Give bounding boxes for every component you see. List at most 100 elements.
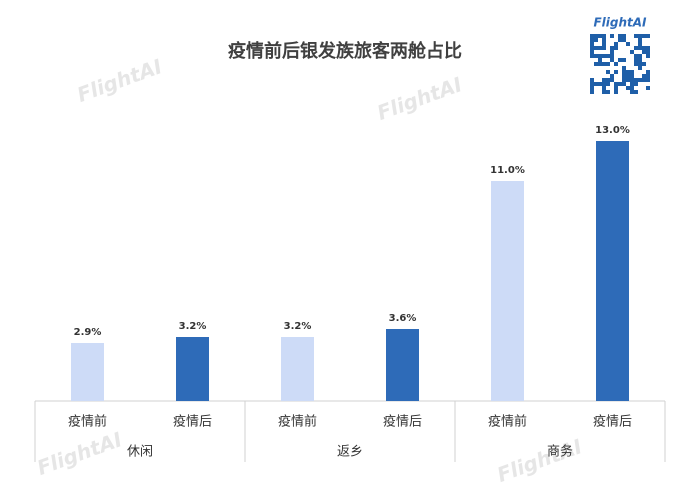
qr-cell	[590, 42, 594, 46]
qr-cell	[626, 74, 630, 78]
qr-cell	[598, 62, 602, 66]
qr-cell	[626, 86, 630, 90]
qr-cell	[642, 62, 646, 66]
x-tick-label: 疫情后	[383, 414, 422, 430]
qr-cell	[638, 78, 642, 82]
qr-cell	[626, 42, 630, 46]
qr-cell	[630, 70, 634, 74]
qr-cell	[634, 62, 638, 66]
qr-cell	[634, 54, 638, 58]
qr-cell	[590, 54, 594, 58]
qr-cell	[602, 62, 606, 66]
qr-cell	[630, 90, 634, 94]
value-label: 13.0%	[595, 125, 630, 136]
qr-cell	[646, 86, 650, 90]
bar	[71, 343, 104, 401]
qr-cell	[630, 74, 634, 78]
qr-cell	[642, 78, 646, 82]
qr-cell	[622, 34, 626, 38]
qr-cell	[622, 38, 626, 42]
qr-cell	[614, 46, 618, 50]
qr-cell	[634, 78, 638, 82]
qr-cell	[602, 54, 606, 58]
qr-cell	[594, 62, 598, 66]
qr-cell	[614, 82, 618, 86]
qr-cell	[606, 90, 610, 94]
qr-cell	[642, 50, 646, 54]
qr-code	[590, 34, 650, 94]
qr-cell	[610, 78, 614, 82]
qr-cell	[618, 58, 622, 62]
qr-cell	[590, 50, 594, 54]
qr-cell	[594, 82, 598, 86]
qr-cell	[606, 70, 610, 74]
qr-cell	[646, 74, 650, 78]
qr-cell	[590, 46, 594, 50]
qr-cell	[610, 54, 614, 58]
qr-cell	[602, 90, 606, 94]
qr-cell	[590, 34, 594, 38]
group-label: 返乡	[337, 445, 363, 460]
value-label: 3.2%	[179, 321, 207, 332]
qr-cell	[634, 34, 638, 38]
qr-cell	[622, 66, 626, 70]
qr-cell	[606, 78, 610, 82]
x-tick-label: 疫情前	[278, 414, 317, 430]
qr-cell	[598, 58, 602, 62]
qr-cell	[610, 50, 614, 54]
qr-cell	[598, 46, 602, 50]
qr-cell	[630, 50, 634, 54]
qr-cell	[642, 74, 646, 78]
chart-title: 疫情前后银发族旅客两舱占比	[228, 40, 462, 62]
x-tick-label: 疫情前	[488, 414, 527, 430]
qr-cell	[638, 58, 642, 62]
qr-cell	[594, 54, 598, 58]
logo: FlightAI	[593, 16, 647, 30]
bar	[176, 337, 209, 401]
qr-cell	[598, 54, 602, 58]
qr-cell	[646, 34, 650, 38]
qr-cell	[590, 86, 594, 90]
qr-cell	[638, 38, 642, 42]
value-label: 3.2%	[284, 321, 312, 332]
qr-cell	[618, 34, 622, 38]
qr-cell	[594, 46, 598, 50]
value-label: 2.9%	[74, 327, 102, 338]
qr-cell	[602, 34, 606, 38]
x-tick-label: 疫情后	[593, 414, 632, 430]
qr-cell	[614, 62, 618, 66]
x-tick-label: 疫情后	[173, 414, 212, 430]
qr-cell	[602, 78, 606, 82]
qr-cell	[626, 78, 630, 82]
qr-cell	[610, 58, 614, 62]
qr-cell	[614, 42, 618, 46]
qr-cell	[630, 82, 634, 86]
qr-cell	[646, 46, 650, 50]
qr-cell	[646, 78, 650, 82]
bar	[386, 329, 419, 401]
qr-cell	[602, 86, 606, 90]
qr-cell	[630, 86, 634, 90]
qr-cell	[642, 34, 646, 38]
qr-cell	[622, 78, 626, 82]
qr-cell	[610, 46, 614, 50]
x-tick-label: 疫情前	[68, 414, 107, 430]
qr-cell	[634, 46, 638, 50]
qr-cell	[590, 82, 594, 86]
group-label: 休闲	[127, 445, 153, 460]
qr-cell	[594, 38, 598, 42]
qr-cell	[614, 86, 618, 90]
qr-cell	[626, 70, 630, 74]
qr-cell	[598, 82, 602, 86]
bar	[596, 141, 629, 401]
qr-cell	[638, 62, 642, 66]
qr-cell	[634, 58, 638, 62]
qr-cell	[602, 82, 606, 86]
qr-cell	[606, 62, 610, 66]
qr-cell	[638, 66, 642, 70]
qr-cell	[646, 70, 650, 74]
qr-cell	[610, 74, 614, 78]
qr-cell	[610, 34, 614, 38]
qr-cell	[638, 54, 642, 58]
